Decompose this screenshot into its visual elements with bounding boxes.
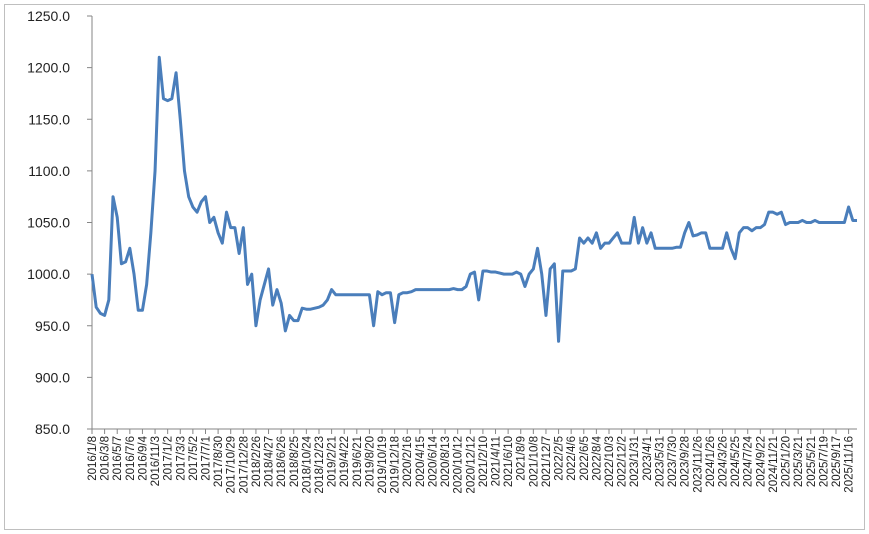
x-tick-label: 2021/2/10: [478, 436, 490, 487]
x-tick-label: 2025/3/21: [793, 436, 805, 487]
data-line: [90, 55, 857, 343]
x-tick-label: 2023/4/1: [642, 436, 654, 481]
x-tick-label: 2017/10/29: [226, 436, 238, 494]
x-tick-label: 2024/1/26: [705, 436, 717, 487]
x-tick-label: 2017/12/28: [238, 436, 250, 494]
x-tick-label: 2016/7/6: [125, 436, 137, 481]
x-tick-label: 2016/9/4: [137, 435, 149, 480]
x-tick-label: 2019/8/20: [364, 436, 376, 487]
x-tick-label: 2019/4/22: [339, 436, 351, 487]
x-tick-label: 2019/12/18: [390, 436, 402, 494]
x-tick-label: 2024/9/22: [755, 436, 767, 487]
x-tick-label: 2020/6/14: [427, 435, 439, 487]
x-tick-label: 2019/6/21: [352, 436, 364, 487]
x-tick-label: 2021/10/8: [528, 436, 540, 487]
x-tick-label: 2016/5/7: [112, 436, 124, 481]
y-tick-label: 1150.0: [28, 111, 70, 127]
x-tick-label: 2017/1/2: [163, 436, 175, 481]
x-tick-label: 2021/4/11: [491, 436, 503, 486]
x-tick-label: 2020/10/12: [453, 436, 465, 494]
x-tick-label: 2017/8/30: [213, 436, 225, 487]
y-tick-label: 1100.0: [28, 163, 70, 179]
x-tick-label: 2016/11/3: [150, 436, 162, 486]
y-tick-label: 1000.0: [27, 266, 70, 282]
x-tick-label: 2022/12/2: [617, 436, 629, 487]
x-tick-label: 2018/8/25: [289, 436, 301, 487]
x-tick-label: 2018/2/26: [251, 436, 263, 487]
x-tick-label: 2024/3/26: [717, 436, 729, 487]
x-tick-label: 2018/12/23: [314, 436, 326, 494]
x-tick-label: 2021/8/9: [516, 436, 528, 481]
x-tick-label: 2022/6/5: [579, 436, 591, 481]
x-tick-label: 2017/5/2: [188, 436, 200, 481]
x-tick-label: 2023/9/28: [680, 436, 692, 487]
x-tick-label: 2022/10/3: [604, 436, 616, 487]
x-tick-label: 2025/1/20: [781, 436, 793, 487]
x-tick-label: 2018/6/26: [276, 436, 288, 487]
x-tick-label: 2018/10/24: [301, 435, 313, 493]
x-tick-label: 2017/7/1: [200, 436, 212, 481]
x-tick-label: 2016/3/8: [100, 436, 112, 481]
x-tick-label: 2022/2/5: [554, 436, 566, 481]
x-tick-label: 2020/4/15: [415, 436, 427, 487]
x-tick-label: 2020/8/13: [440, 436, 452, 487]
y-tick-label: 950.0: [35, 318, 70, 334]
x-tick-label: 2021/12/7: [541, 436, 553, 487]
x-tick-label: 2018/4/27: [264, 436, 276, 487]
x-tick-label: 2024/7/24: [743, 435, 755, 487]
x-tick-label: 2023/1/31: [629, 436, 641, 487]
x-tick-label: 2020/2/16: [402, 436, 414, 487]
x-tick-label: 2017/3/3: [175, 436, 187, 481]
x-tick-label: 2023/5/31: [654, 436, 666, 487]
y-tick-label: 1200.0: [27, 60, 70, 76]
x-tick-label: 2024/5/25: [730, 436, 742, 487]
x-tick-label: 2025/5/21: [806, 436, 818, 487]
x-tick-label: 2023/7/30: [667, 436, 679, 487]
x-tick-label: 2025/9/17: [831, 436, 843, 487]
x-tick-label: 2025/7/19: [818, 436, 830, 487]
y-tick-label: 900.0: [35, 369, 70, 385]
y-tick-label: 850.0: [35, 421, 70, 437]
x-tick-label: 2020/12/12: [465, 436, 477, 494]
x-tick-label: 2022/8/4: [591, 435, 603, 480]
x-tick-label: 2019/2/21: [327, 436, 339, 487]
x-tick-label: 2019/10/19: [377, 436, 389, 494]
y-tick-label: 1250.0: [27, 8, 70, 24]
x-tick-label: 2024/11/21: [768, 436, 780, 493]
x-tick-label: 2022/4/6: [566, 436, 578, 481]
x-tick-label: 2016/1/8: [87, 436, 99, 481]
x-tick-label: 2025/11/16: [844, 436, 856, 493]
y-tick-label: 1050.0: [27, 215, 70, 231]
x-tick-label: 2023/11/26: [692, 436, 704, 493]
x-tick-label: 2021/6/10: [503, 436, 515, 487]
